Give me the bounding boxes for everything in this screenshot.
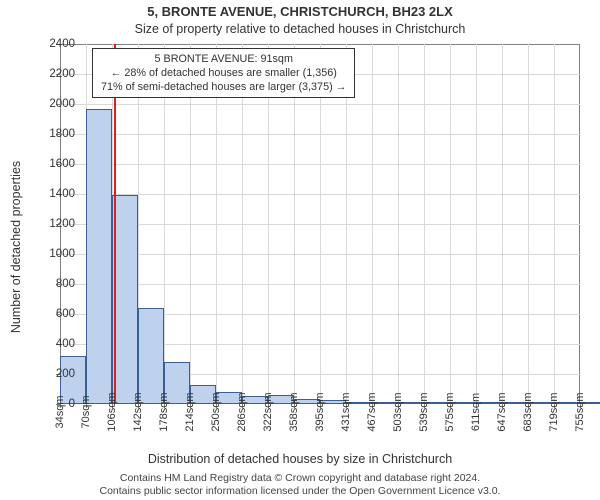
xtick-label: 178sqm xyxy=(158,392,170,431)
ytick-label: 2400 xyxy=(35,38,75,50)
ytick-label: 200 xyxy=(35,368,75,380)
histogram-bar xyxy=(86,109,112,404)
xtick-label: 286sqm xyxy=(236,392,248,431)
chart-title: 5, BRONTE AVENUE, CHRISTCHURCH, BH23 2LX xyxy=(0,4,600,19)
annotation-box: 5 BRONTE AVENUE: 91sqm← 28% of detached … xyxy=(92,48,355,98)
gridline-v xyxy=(554,44,555,404)
annotation-line-1: 5 BRONTE AVENUE: 91sqm xyxy=(101,52,346,66)
xtick-label: 755sqm xyxy=(574,392,586,431)
xtick-label: 611sqm xyxy=(470,393,482,431)
ytick-label: 800 xyxy=(35,278,75,290)
xtick-label: 358sqm xyxy=(288,392,300,431)
ytick-label: 1000 xyxy=(35,248,75,260)
gridline-v xyxy=(398,44,399,404)
ytick-label: 2200 xyxy=(35,68,75,80)
ytick-label: 400 xyxy=(35,338,75,350)
x-axis-label: Distribution of detached houses by size … xyxy=(0,452,600,466)
xtick-label: 106sqm xyxy=(106,392,118,431)
xtick-label: 431sqm xyxy=(340,392,352,431)
ytick-label: 1600 xyxy=(35,158,75,170)
footer-line-2: Contains public sector information licen… xyxy=(0,485,600,498)
gridline-v xyxy=(372,44,373,404)
footer-attribution: Contains HM Land Registry data © Crown c… xyxy=(0,472,600,498)
ytick-label: 600 xyxy=(35,308,75,320)
gridline-v xyxy=(502,44,503,404)
ytick-label: 1400 xyxy=(35,188,75,200)
histogram-bar xyxy=(138,308,164,404)
ytick-label: 1200 xyxy=(35,218,75,230)
xtick-label: 539sqm xyxy=(418,392,430,431)
xtick-label: 575sqm xyxy=(444,392,456,431)
chart-container: 5, BRONTE AVENUE, CHRISTCHURCH, BH23 2LX… xyxy=(0,0,600,500)
gridline-v xyxy=(424,44,425,404)
xtick-label: 214sqm xyxy=(184,392,196,431)
xtick-label: 719sqm xyxy=(548,392,560,431)
xtick-label: 142sqm xyxy=(132,392,144,431)
xtick-label: 395sqm xyxy=(314,392,326,431)
gridline-v xyxy=(476,44,477,404)
chart-subtitle: Size of property relative to detached ho… xyxy=(0,22,600,36)
y-axis-label: Number of detached properties xyxy=(9,147,23,347)
xtick-label: 322sqm xyxy=(262,392,274,431)
annotation-line-2: ← 28% of detached houses are smaller (1,… xyxy=(101,66,346,80)
xtick-label: 70sqm xyxy=(80,395,92,428)
xtick-label: 683sqm xyxy=(522,392,534,431)
gridline-v xyxy=(528,44,529,404)
plot-area: 5 BRONTE AVENUE: 91sqm← 28% of detached … xyxy=(60,44,580,404)
ytick-label: 1800 xyxy=(35,128,75,140)
xtick-label: 34sqm xyxy=(54,395,66,428)
annotation-line-3: 71% of semi-detached houses are larger (… xyxy=(101,80,346,94)
xtick-label: 467sqm xyxy=(366,392,378,431)
xtick-label: 503sqm xyxy=(392,392,404,431)
xtick-label: 250sqm xyxy=(210,392,222,431)
ytick-label: 2000 xyxy=(35,98,75,110)
gridline-v xyxy=(450,44,451,404)
footer-line-1: Contains HM Land Registry data © Crown c… xyxy=(0,472,600,485)
xtick-label: 647sqm xyxy=(496,392,508,431)
